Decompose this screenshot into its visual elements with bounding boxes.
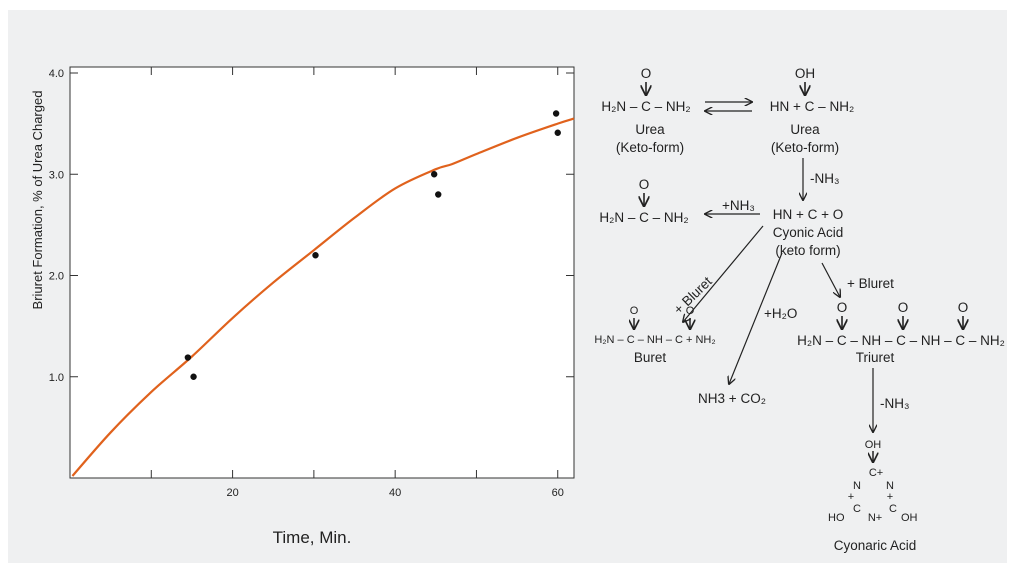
data-point-6 — [554, 129, 561, 136]
triuret-formula: H₂N – C – NH – C – NH – C – NH₂ — [797, 333, 1005, 348]
urea2-formula: HN + C – NH₂ — [770, 99, 854, 114]
co2-products: NH3 + CO₂ — [698, 391, 766, 406]
fit-curve-line — [71, 117, 575, 477]
nh3-loss-label: -NH₃ — [810, 171, 840, 186]
fit-curve-layer — [71, 117, 575, 477]
urea1-formula: H₂N – C – NH₂ — [601, 99, 690, 114]
nh3-loss-label-2: -NH₃ — [880, 396, 910, 411]
cyonic-name: Cyonic Acid — [773, 225, 844, 240]
ring-n-right: N — [886, 480, 894, 492]
buret-arrow — [683, 225, 764, 322]
ring-n-bottom: N+ — [868, 512, 882, 524]
urea3-formula: H₂N – C – NH₂ — [599, 210, 688, 225]
y-axis-title: Briuret Formation, % of Urea Charged — [30, 91, 45, 310]
buret-name: Buret — [634, 350, 667, 365]
x-tick-label-0: 20 — [226, 487, 238, 499]
data-point-0 — [184, 354, 192, 361]
chart: 20 40 60 1.0 2.0 3.0 4.0 Time, Min. Briuret Fo… — [30, 66, 575, 547]
urea3-o-label: O — [639, 177, 650, 192]
nh3-gain-label: +NH₃ — [722, 198, 755, 213]
urea1-o-label: O — [641, 66, 652, 81]
triuret-arrow — [821, 262, 840, 297]
ring-c-top: C+ — [869, 467, 883, 479]
urea2-form: (Keto-form) — [771, 140, 839, 155]
x-tick-label-1: 40 — [389, 487, 401, 499]
y-tick-label-0: 1.0 — [49, 372, 64, 384]
y-tick-label-2: 3.0 — [49, 169, 64, 181]
buret-o-label-2: O — [686, 305, 695, 317]
data-point-2 — [312, 252, 319, 259]
hydrolysis-arrow — [729, 252, 783, 384]
x-axis-title: Time, Min. — [273, 528, 352, 547]
triuret-o-label-3: O — [958, 300, 969, 315]
cyonic-form: (keto form) — [775, 243, 840, 258]
ring-plus-right: + — [887, 491, 893, 503]
ring-ho: HO — [828, 512, 845, 524]
data-points-layer — [184, 110, 561, 380]
urea2-oh-label: OH — [795, 66, 815, 81]
urea2-name: Urea — [790, 122, 820, 137]
y-tick-label-1: 2.0 — [49, 271, 64, 283]
axis-ticks: 20 40 60 1.0 2.0 3.0 4.0 — [49, 67, 574, 499]
cyonaric-name: Cyonaric Acid — [834, 538, 917, 553]
buret-o-label-1: O — [630, 305, 639, 317]
data-point-1 — [190, 373, 197, 380]
h2o-label: +H₂O — [764, 306, 797, 321]
y-tick-label-3: 4.0 — [49, 68, 64, 80]
x-tick-label-2: 60 — [552, 487, 564, 499]
reaction-diagram: O H₂N – C – NH₂ Urea (Keto-form) OH HN +… — [594, 66, 1005, 553]
triuret-name: Triuret — [856, 350, 895, 365]
ring-oh-top: OH — [865, 439, 882, 451]
ring-oh-right: OH — [901, 512, 918, 524]
ring-c-right: C — [889, 503, 897, 515]
cyonic-formula: HN + C + O — [773, 207, 844, 222]
urea1-form: (Keto-form) — [616, 140, 684, 155]
triuret-o-label-1: O — [837, 300, 848, 315]
urea1-name: Urea — [635, 122, 665, 137]
buret-formula: H₂N – C – NH – C + NH₂ — [594, 334, 715, 346]
data-point-5 — [552, 110, 560, 117]
ring-c-left: C — [853, 503, 861, 515]
plot-frame — [69, 66, 575, 479]
ring-n-left: N — [853, 480, 861, 492]
ring-plus-left: + — [848, 491, 854, 503]
triuret-o-label-2: O — [898, 300, 909, 315]
data-point-4 — [435, 191, 442, 198]
bluret-label-right: + Bluret — [847, 276, 894, 291]
data-point-3 — [430, 171, 438, 178]
